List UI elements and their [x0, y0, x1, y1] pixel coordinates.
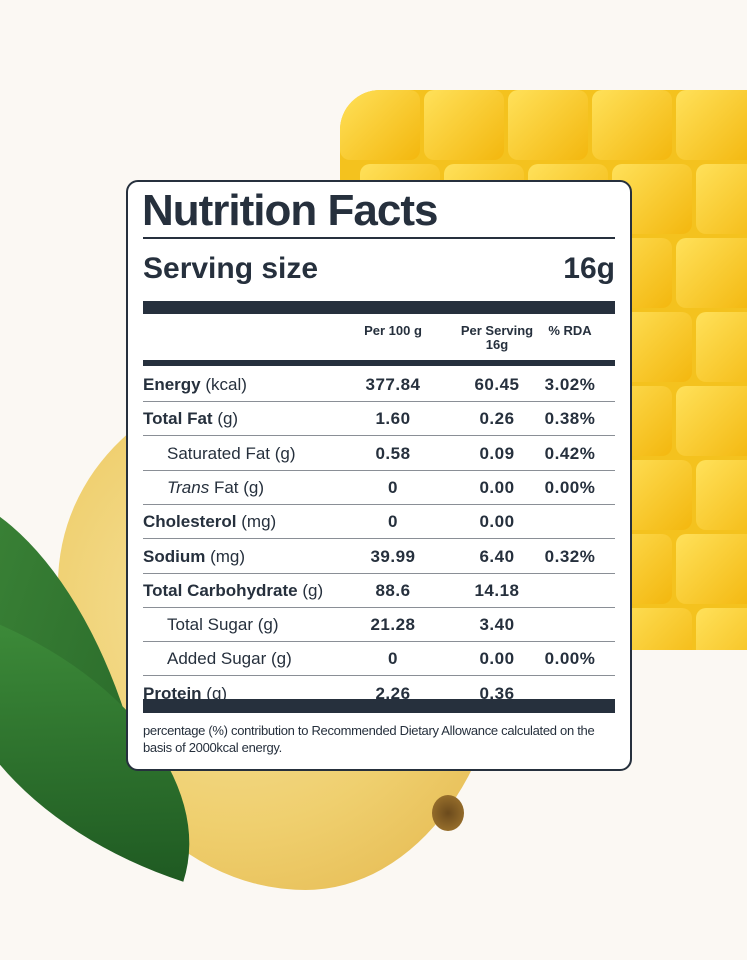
value-per-100g: 0: [388, 477, 398, 497]
value-per-100g: 377.84: [365, 375, 421, 394]
value-per-serving: 3.40: [479, 615, 515, 635]
nutrient-row: Sodium (mg) 39.99 6.40 0.32%: [143, 540, 615, 574]
label-title: Nutrition Facts: [142, 186, 438, 235]
value-per-100g: 21.28: [370, 615, 416, 635]
nutrient-name: Total Sugar (g): [167, 615, 279, 635]
nutrient-row: Trans Fat (g) 0 0.00 0.00%: [143, 471, 615, 505]
medium-divider: [143, 360, 615, 366]
mango-cube: [340, 90, 420, 160]
nutrient-row: Added Sugar (g) 0 0.00 0.00%: [143, 642, 615, 677]
nutrient-label: Total Fat: [143, 409, 213, 429]
value-rda: 0.00%: [544, 649, 596, 669]
nutrient-unit: (g): [274, 443, 296, 463]
nutrient-unit: (mg): [241, 512, 277, 532]
column-header-per-100g: Per 100 g: [364, 323, 422, 338]
nutrient-name: Total Carbohydrate (g): [143, 581, 323, 601]
nutrient-unit: (g): [302, 580, 324, 600]
value-per-serving: 60.45: [474, 375, 520, 394]
value-per-serving: 0.00: [479, 512, 515, 532]
value-rda: 3.02%: [544, 375, 596, 394]
serving-size-value: 16g: [563, 252, 615, 285]
nutrient-label: Trans: [167, 477, 210, 497]
serving-size-label: Serving size: [143, 252, 319, 285]
value-per-serving: 0.00: [479, 477, 515, 497]
nutrient-row: Cholesterol (mg) 0 0.00: [143, 505, 615, 540]
nutrient-row: Saturated Fat (g) 0.58 0.09 0.42%: [143, 437, 615, 471]
thick-divider: [143, 699, 615, 713]
mango-stem-image: [432, 795, 464, 831]
nutrient-row: Protein (g) 2.26 0.36: [143, 677, 615, 711]
value-per-100g: 39.99: [370, 546, 416, 566]
per-serving-text: Per Serving: [460, 323, 534, 338]
value-per-100g: 88.6: [375, 580, 411, 600]
nutrient-unit: Fat (g): [213, 477, 264, 497]
nutrient-unit: (g): [206, 683, 228, 703]
nutrient-label: Saturated Fat: [167, 443, 271, 463]
nutrient-unit: (kcal): [205, 375, 247, 394]
mango-cube: [696, 312, 747, 382]
per-serving-sub: 16g: [485, 337, 509, 352]
nutrient-name: Saturated Fat (g): [167, 444, 296, 464]
nutrient-name: Protein (g): [143, 684, 227, 704]
nutrient-unit: (g): [257, 615, 279, 635]
footnote: percentage (%) contribution to Recommend…: [143, 723, 595, 755]
mango-cube: [676, 386, 747, 456]
thick-divider: [143, 301, 615, 314]
value-per-serving: 6.40: [479, 546, 515, 566]
column-header-per-serving: Per Serving 16g: [447, 324, 547, 352]
mango-cube: [676, 90, 747, 160]
value-per-100g: 1.60: [375, 409, 411, 429]
column-header-rda: % RDA: [548, 323, 592, 338]
nutrient-label: Total Sugar: [167, 615, 253, 635]
value-per-100g: 0.58: [375, 443, 411, 463]
value-rda: 0.42%: [544, 443, 596, 463]
nutrient-label: Cholesterol: [143, 512, 237, 532]
value-rda: 0.32%: [544, 546, 596, 566]
nutrient-name: Total Fat (g): [143, 409, 238, 429]
mango-cube: [696, 164, 747, 234]
nutrient-name: Trans Fat (g): [167, 478, 264, 498]
nutrient-label: Added Sugar: [167, 649, 267, 669]
value-rda: 0.00%: [544, 477, 596, 497]
nutrient-name: Cholesterol (mg): [143, 512, 276, 532]
value-per-serving: 0.36: [479, 683, 515, 703]
mango-cube: [424, 90, 504, 160]
nutrient-row: Total Sugar (g) 21.28 3.40: [143, 608, 615, 643]
nutrient-unit: (mg): [210, 546, 246, 566]
nutrient-row: Total Fat (g) 1.60 0.26 0.38%: [143, 402, 615, 437]
nutrient-name: Sodium (mg): [143, 547, 245, 567]
nutrient-label: Protein: [143, 683, 202, 703]
mango-cube: [592, 90, 672, 160]
value-rda: 0.38%: [544, 409, 596, 429]
mango-cube: [676, 534, 747, 604]
nutrient-unit: (g): [270, 649, 292, 669]
value-per-serving: 0.00: [479, 649, 515, 669]
value-per-serving: 0.26: [479, 409, 515, 429]
mango-cube: [508, 90, 588, 160]
value-per-serving: 14.18: [474, 580, 520, 600]
value-per-100g: 0: [388, 649, 398, 669]
value-per-100g: 2.26: [375, 683, 411, 703]
nutrition-facts-label: Nutrition Facts Serving size 16g Per 100…: [126, 180, 632, 771]
nutrient-label: Total Carbohydrate: [143, 580, 298, 600]
mango-cube: [696, 608, 747, 650]
nutrient-unit: (g): [217, 409, 239, 429]
value-per-100g: 0: [388, 512, 398, 532]
nutrient-name: Added Sugar (g): [167, 649, 292, 669]
divider: [143, 237, 615, 239]
nutrient-row: Energy (kcal) 377.84 60.45 3.02%: [143, 368, 615, 402]
nutrient-name: Energy (kcal): [143, 375, 247, 395]
nutrient-label: Energy: [143, 375, 201, 394]
mango-cube: [696, 460, 747, 530]
nutrient-label: Sodium: [143, 546, 206, 566]
mango-cube: [676, 238, 747, 308]
nutrient-row: Total Carbohydrate (g) 88.6 14.18: [143, 574, 615, 608]
value-per-serving: 0.09: [479, 443, 515, 463]
